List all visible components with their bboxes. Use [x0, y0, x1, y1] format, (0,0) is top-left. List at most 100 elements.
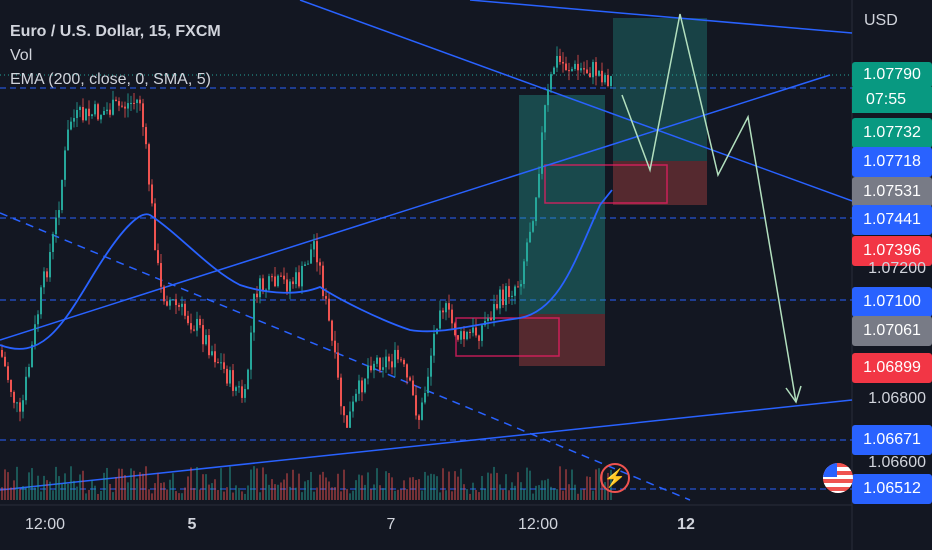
volume-bar [286, 473, 288, 500]
volume-bar [562, 490, 564, 500]
candle-body [331, 320, 333, 341]
candle-body [268, 276, 270, 290]
volume-bar [508, 490, 510, 500]
candle-body [127, 103, 129, 109]
candle-body [37, 314, 39, 325]
candle-body [46, 271, 48, 278]
long-stop-zone [519, 314, 605, 366]
symbol-title[interactable]: Euro / U.S. Dollar, 15, FXCM [10, 23, 221, 40]
volume-bar [478, 492, 480, 500]
volume-bar [325, 477, 327, 500]
candle-body [340, 377, 342, 407]
candle-body [445, 303, 447, 313]
candle-body [562, 61, 564, 64]
candle-body [235, 387, 237, 391]
candle-body [16, 402, 18, 404]
volume-bar [520, 482, 522, 500]
time-tick: 12:00 [517, 516, 559, 533]
candle-body [190, 323, 192, 330]
candle-body [538, 173, 540, 198]
volume-bar [109, 483, 111, 500]
volume-bar [154, 483, 156, 500]
volume-bar [136, 478, 138, 500]
volume-bar [382, 488, 384, 500]
candle-body [175, 299, 177, 306]
ema-line [0, 189, 613, 350]
volume-bar [529, 470, 531, 500]
trendline-up [0, 74, 831, 341]
volume-bar [553, 488, 555, 500]
volume-bar [130, 468, 132, 500]
candle-body [406, 364, 408, 378]
candle-body [421, 402, 423, 420]
candle-body [430, 355, 432, 377]
candle-body [358, 380, 360, 394]
volume-bar [379, 485, 381, 500]
candle-body [490, 318, 492, 321]
candle-body [25, 376, 27, 401]
volume-bar [133, 470, 135, 500]
candle-body [607, 74, 609, 87]
volume-bar [571, 469, 573, 500]
volume-bar [313, 491, 315, 500]
candle-body [85, 108, 87, 121]
candle-body [391, 361, 393, 368]
candle-body [448, 303, 450, 310]
volume-bar [247, 485, 249, 500]
volume-bar [64, 473, 66, 500]
candle-body [325, 296, 327, 299]
volume-bar [70, 466, 72, 500]
candle-body [97, 104, 99, 120]
candle-body [505, 286, 507, 305]
candle-body [148, 144, 150, 185]
lightning-icon[interactable]: ⚡ [600, 463, 630, 493]
volume-indicator-label[interactable]: Vol [10, 47, 33, 64]
candle-body [532, 221, 534, 232]
candle-body [130, 102, 132, 104]
candle-body [145, 127, 147, 145]
volume-bar [13, 480, 15, 500]
trendline-down [299, 0, 932, 231]
us-flag-icon[interactable] [823, 463, 853, 493]
volume-bar [259, 492, 261, 500]
volume-bar [418, 479, 420, 500]
volume-bar [394, 490, 396, 500]
candle-body [106, 109, 108, 112]
volume-bar [490, 473, 492, 500]
volume-bar [79, 474, 81, 500]
volume-bar [4, 469, 6, 500]
candle-body [178, 305, 180, 307]
candle-body [457, 335, 459, 340]
volume-bar [115, 477, 117, 500]
candle-body [43, 271, 45, 288]
ema-indicator-label[interactable]: EMA (200, close, 0, SMA, 5) [10, 71, 211, 88]
volume-bar [559, 466, 561, 500]
volume-bar [460, 468, 462, 500]
projection-path [621, 13, 797, 403]
volume-bar [358, 474, 360, 500]
candle-body [55, 217, 57, 235]
price-tick: 1.07200 [868, 260, 926, 277]
candle-body [94, 104, 96, 115]
volume-bar [46, 480, 48, 500]
volume-bar [16, 466, 18, 500]
candle-body [223, 362, 225, 369]
volume-bar [565, 469, 567, 500]
trendline-top [469, 0, 853, 34]
volume-bar [385, 471, 387, 500]
volume-bar [343, 469, 345, 500]
candle-body [397, 349, 399, 360]
volume-bar [214, 479, 216, 500]
candle-body [34, 324, 36, 345]
volume-bar [415, 479, 417, 500]
candle-body [115, 99, 117, 102]
candle-body [64, 150, 66, 180]
currency-label[interactable]: USD [864, 12, 898, 29]
candle-body [577, 63, 579, 71]
candle-body [412, 380, 414, 396]
volume-bar [544, 480, 546, 500]
candle-body [541, 132, 543, 174]
volume-bar [355, 480, 357, 500]
volume-bar [436, 476, 438, 500]
